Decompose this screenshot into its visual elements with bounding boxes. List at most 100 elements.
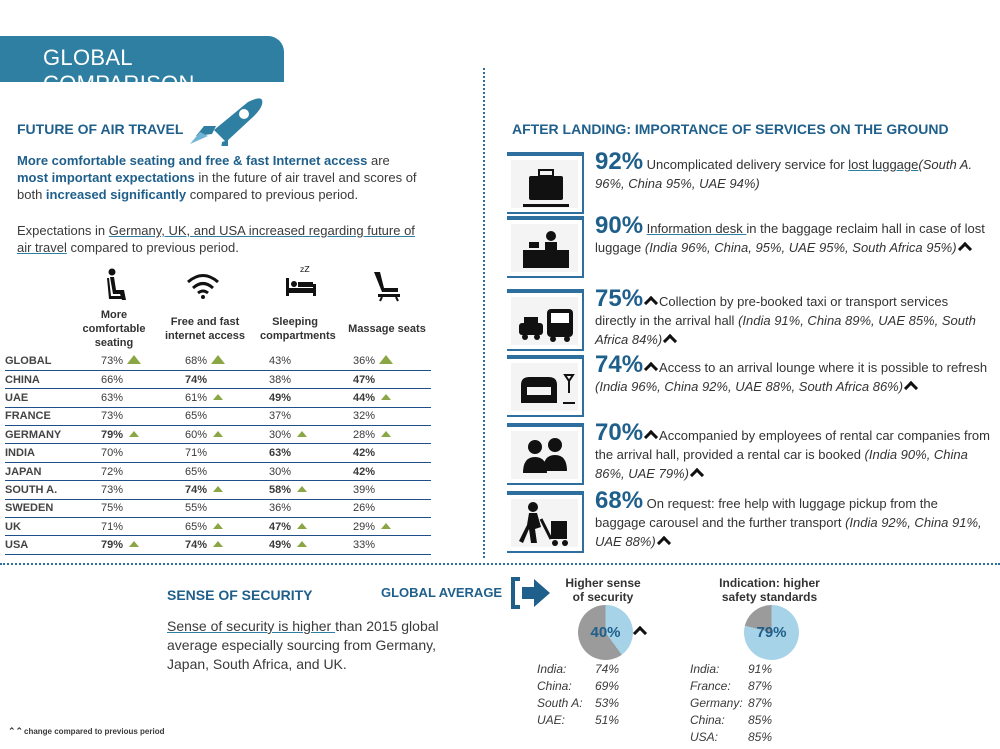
value-cell: 79% [95, 425, 179, 445]
country-stat: Germany: 87% [690, 696, 773, 710]
service-icon-frame [507, 355, 584, 417]
service-percent: 74% [595, 351, 644, 378]
country-stat: France: 87% [690, 679, 773, 693]
increase-arrow-icon [213, 522, 224, 529]
rocket-icon [190, 98, 263, 146]
value-cell: 79% [95, 535, 179, 555]
value-cell: 38% [263, 370, 347, 390]
value-cell: 68% [179, 352, 263, 371]
service-percent: 90% [595, 212, 644, 239]
value-cell: 47% [263, 517, 347, 537]
service-text: 90% Information desk in the baggage recl… [595, 212, 985, 257]
country-cell: SOUTH A. [5, 480, 95, 500]
lounge-icon [521, 374, 575, 404]
pie-security: 40% [578, 605, 633, 660]
table-row: GERMANY 79% 60% 30% 28% [5, 425, 431, 445]
value-cell: 42% [347, 443, 431, 463]
service-percent: 70% [595, 419, 644, 446]
section-banner: GLOBAL COMPARISON [0, 36, 284, 96]
value-cell: 74% [179, 535, 263, 555]
value-cell: 44% [347, 388, 431, 408]
value-cell: 74% [179, 480, 263, 500]
service-icon-frame [507, 216, 584, 278]
increase-arrow-icon [957, 241, 972, 257]
value-cell: 32% [347, 407, 431, 427]
country-cell: FRANCE [5, 407, 95, 427]
service-text: 70% Accompanied by employees of rental ca… [595, 419, 990, 483]
footnote: ⌃⌃change compared to previous period [8, 726, 165, 736]
service-icon-frame [507, 152, 584, 214]
value-cell: 55% [179, 499, 263, 519]
value-cell: 73% [95, 480, 179, 500]
value-cell: 26% [347, 499, 431, 519]
table-row: JAPAN 72% 65% 30% 42% [5, 462, 431, 482]
table-row: SOUTH A. 73% 74% 58% 39% [5, 480, 431, 500]
increase-arrow-icon [297, 430, 308, 437]
increase-arrow-icon [381, 522, 392, 529]
service-item: 74% Access to an arrival lounge where it … [507, 351, 988, 417]
increase-arrow-icon [689, 467, 705, 483]
table-row: UK 71% 65% 47% 29% [5, 517, 431, 537]
country-stat: USA: 85% [690, 730, 773, 744]
value-cell: 72% [95, 462, 179, 482]
country-cell: UAE [5, 388, 95, 408]
value-cell: 66% [95, 370, 179, 390]
table-row: SWEDEN 75% 55% 36% 26% [5, 499, 431, 519]
arrow-right-icon [511, 577, 550, 609]
increase-arrow-icon [129, 541, 140, 548]
value-cell: 65% [179, 517, 263, 537]
service-icon-frame [507, 423, 584, 485]
increase-arrow-icon [297, 541, 308, 548]
col-header-internet: Free and fast internet access [164, 316, 246, 342]
country-cell: GLOBAL [5, 352, 95, 371]
value-cell: 30% [263, 462, 347, 482]
security-title: SENSE OF SECURITY [167, 587, 313, 603]
expectations-table: GLOBAL 73% 68% 43% 36% CHINA 66% 74% 38% 47% UAE 63… [5, 352, 431, 555]
increase-arrow-icon [379, 354, 394, 364]
value-cell: 29% [347, 517, 431, 537]
table-row: INDIA 70% 71% 63% 42% [5, 443, 431, 463]
pie1-value: 40% [590, 624, 621, 641]
service-item: 68% On request: free help with luggage p… [507, 487, 987, 553]
service-item: 75% Collection by pre-booked taxi or tran… [507, 287, 987, 351]
table-row: USA 79% 74% 49% 33% [5, 535, 431, 555]
increase-arrow-icon [904, 380, 919, 396]
country-stat: India: 74% [537, 662, 620, 676]
value-cell: 70% [95, 443, 179, 463]
value-cell: 39% [347, 480, 431, 500]
info-desk-icon [523, 231, 569, 268]
increase-arrow-icon [297, 522, 308, 529]
increase-arrow-icon [656, 535, 671, 551]
table-row: FRANCE 73% 65% 37% 32% [5, 407, 431, 427]
wifi-icon [187, 274, 219, 299]
massage-seat-icon [374, 272, 400, 302]
value-cell: 49% [263, 535, 347, 555]
seat-icon [107, 268, 126, 300]
increase-arrow-icon [632, 625, 648, 641]
col-header-sleeping: Sleeping compartments [260, 316, 336, 342]
country-cell: JAPAN [5, 462, 95, 482]
service-percent: 68% [595, 487, 644, 514]
increase-arrow-icon [643, 361, 659, 377]
value-cell: 63% [95, 388, 179, 408]
increase-arrow-icon [127, 354, 142, 364]
service-percent: 75% [595, 285, 644, 312]
future-paragraph-1: More comfortable seating and free & fast… [17, 153, 417, 202]
value-cell: 63% [263, 443, 347, 463]
pie2-label: Indication: higher safety standards [719, 576, 820, 604]
value-cell: 74% [179, 370, 263, 390]
service-text: 68% On request: free help with luggage p… [595, 487, 982, 551]
value-cell: 60% [179, 425, 263, 445]
increase-arrow-icon [643, 295, 659, 311]
service-icon-frame [507, 289, 584, 351]
country-stat: South A: 53% [537, 696, 620, 710]
country-cell: GERMANY [5, 425, 95, 445]
country-cell: INDIA [5, 443, 95, 463]
security-paragraph: Sense of security is higher than 2015 gl… [167, 618, 439, 672]
service-text: 74% Access to an arrival lounge where it … [595, 351, 988, 396]
horizontal-divider [0, 563, 1000, 565]
value-cell: 65% [179, 462, 263, 482]
col-header-massage: Massage seats [348, 323, 426, 335]
value-cell: 43% [263, 352, 347, 371]
value-cell: 37% [263, 407, 347, 427]
